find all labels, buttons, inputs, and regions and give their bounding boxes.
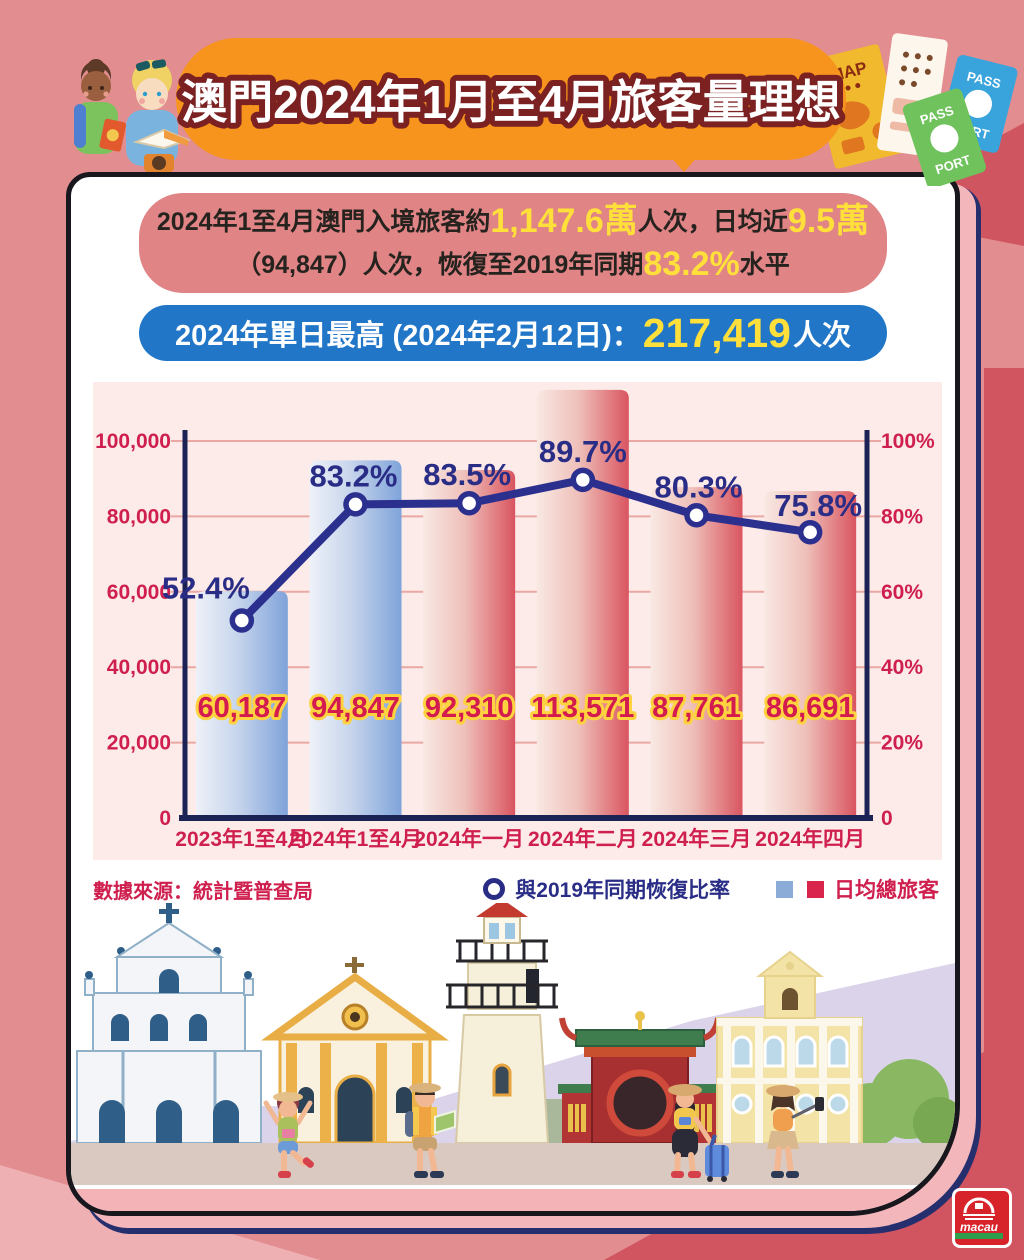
suitcase — [705, 1134, 729, 1182]
svg-text:86,691: 86,691 — [766, 692, 855, 724]
svg-text:2024年四月: 2024年四月 — [755, 827, 865, 851]
svg-text:60,000: 60,000 — [107, 581, 171, 604]
summary-value-daily: 9.5萬 — [787, 202, 870, 240]
summary-value-recovery: 83.2% — [643, 245, 740, 283]
svg-text:2023年1至4月: 2023年1至4月 — [175, 827, 308, 851]
svg-text:40,000: 40,000 — [107, 656, 171, 679]
svg-text:83.2%: 83.2% — [310, 458, 398, 493]
title-banner: 澳門2024年1月至4月旅客量理想 — [176, 38, 846, 172]
peak-day-value: 217,419 — [642, 309, 791, 356]
line-marker-icon — [483, 878, 506, 900]
svg-text:75.8%: 75.8% — [774, 488, 862, 523]
legend-line-label: 與2019年同期恢復比率 — [515, 879, 730, 902]
svg-text:macau: macau — [960, 1220, 999, 1234]
guia-lighthouse — [446, 903, 558, 1144]
svg-text:20,000: 20,000 — [107, 732, 171, 755]
tourist-map-man — [405, 1083, 456, 1178]
ama-temple — [558, 1011, 722, 1144]
svg-text:2024年1至4月: 2024年1至4月 — [289, 827, 422, 851]
svg-text:2024年二月: 2024年二月 — [528, 827, 638, 851]
tourist-jumping-girl — [263, 1092, 314, 1178]
svg-text:100%: 100% — [881, 430, 935, 453]
summary-line-2: （94,847）人次，恢復至2019年同期83.2%水平 — [236, 245, 790, 283]
svg-text:100,000: 100,000 — [95, 430, 171, 453]
peak-day-banner: 2024年單日最高 (2024年2月12日)： 217,419 人次 — [139, 305, 887, 361]
legend-red-swatch — [807, 880, 824, 898]
summary-line-1: 2024年1至4月澳門入境旅客約1,147.6萬人次，日均近9.5萬 — [156, 202, 870, 240]
svg-text:20%: 20% — [881, 732, 923, 755]
page-title: 澳門2024年1月至4月旅客量理想 — [181, 76, 841, 128]
macau-skyline-illustration — [71, 903, 955, 1211]
tourist-with-map — [126, 59, 191, 172]
svg-text:2024年一月: 2024年一月 — [414, 827, 524, 851]
svg-text:92,310: 92,310 — [425, 692, 514, 724]
chart-svg: 0 20,000 40,000 60,000 80,000 100,000 0 20% 40% 6… — [95, 389, 935, 851]
svg-text:94,847: 94,847 — [311, 692, 400, 724]
svg-text:80%: 80% — [881, 505, 923, 528]
travel-documents-illustration: MAP PASS PORT PASS PORT — [818, 33, 1018, 186]
tourist-selfie-woman — [766, 1085, 824, 1178]
data-source-label: 數據來源：統計暨普查局 — [93, 880, 313, 903]
svg-text:80,000: 80,000 — [107, 505, 171, 528]
svg-text:0: 0 — [881, 807, 893, 830]
macau-tourism-logo: macau — [952, 1188, 1012, 1248]
svg-text:113,571: 113,571 — [531, 692, 634, 724]
legend-bar-label: 日均總旅客 — [834, 879, 939, 902]
svg-text:80.3%: 80.3% — [655, 469, 743, 504]
legend-blue-swatch — [776, 880, 793, 898]
tourists-illustration — [74, 59, 191, 172]
svg-text:2024年三月: 2024年三月 — [642, 827, 752, 851]
chart-footer: 數據來源：統計暨普查局 與2019年同期恢復比率 日均總旅客 — [93, 874, 939, 904]
svg-text:60,187: 60,187 — [197, 692, 286, 724]
svg-text:87,761: 87,761 — [652, 692, 741, 724]
svg-text:83.5%: 83.5% — [423, 457, 511, 492]
summary-box: 2024年1至4月澳門入境旅客約1,147.6萬人次，日均近9.5萬 （94,8… — [139, 193, 887, 293]
svg-text:89.7%: 89.7% — [539, 434, 627, 469]
content-card: 2024年1至4月澳門入境旅客約1,147.6萬人次，日均近9.5萬 （94,8… — [66, 172, 960, 1216]
road — [71, 1143, 955, 1185]
svg-text:40%: 40% — [881, 656, 923, 679]
chart-panel: 0 20,000 40,000 60,000 80,000 100,000 0 20% 40% 6… — [93, 382, 942, 860]
summary-value-total: 1,147.6萬 — [490, 202, 638, 240]
passport-green-icon: PASS PORT — [902, 88, 986, 186]
svg-text:52.4%: 52.4% — [162, 570, 250, 605]
peak-day-suffix: 人次 — [793, 320, 852, 352]
svg-text:60%: 60% — [881, 581, 923, 604]
peak-day-label: 2024年單日最高 (2024年2月12日)： — [174, 320, 641, 352]
tourist-with-passport — [74, 59, 127, 154]
tourist-suitcase-woman — [668, 1084, 729, 1182]
road-pink-strip — [71, 1189, 955, 1211]
svg-text:0: 0 — [159, 807, 171, 830]
chart-legend: 與2019年同期恢復比率 日均總旅客 — [483, 874, 939, 904]
st-pauls-ruins — [76, 903, 262, 1144]
